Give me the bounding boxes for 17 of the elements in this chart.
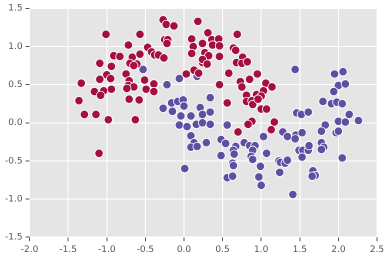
y-tick-label: -1.5 — [5, 232, 23, 243]
x-tick-label: -1.5 — [59, 244, 77, 255]
y-tick-label: 1.0 — [8, 42, 23, 52]
x-tick-label: -0.5 — [136, 244, 154, 255]
y-tick-label: -1.0 — [5, 194, 23, 204]
y-tick-label: 0.0 — [8, 118, 23, 128]
x-tick-label: 1.5 — [292, 244, 307, 255]
x-tick-label: -1.0 — [98, 244, 116, 255]
x-tick-label: 1.0 — [254, 244, 269, 255]
y-tick-label: -0.5 — [5, 156, 23, 166]
x-tick-label: 2.5 — [370, 244, 384, 255]
x-tick-label: -2.0 — [20, 244, 39, 255]
x-tick-label: 0.5 — [215, 244, 230, 255]
x-tick-label: 2.0 — [331, 244, 346, 255]
y-tick-label: 1.5 — [8, 4, 23, 14]
x-tick-label: 0.0 — [176, 244, 192, 255]
y-tick-label: 0.5 — [8, 80, 23, 90]
